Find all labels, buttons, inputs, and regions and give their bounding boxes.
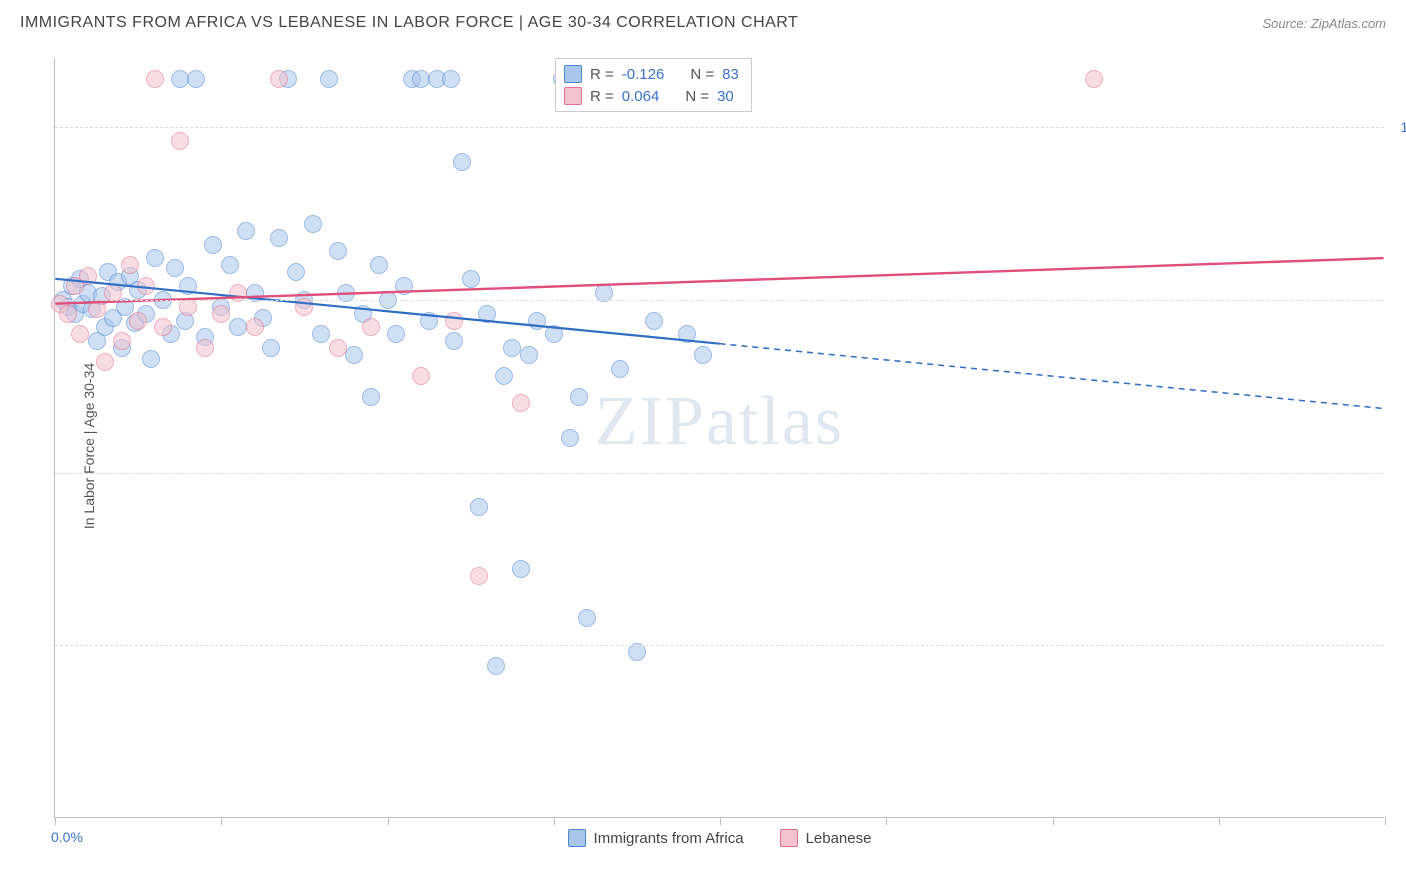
gridline — [55, 645, 1384, 646]
x-tick — [1219, 817, 1220, 825]
legend-row: R = 0.064 N = 30 — [564, 85, 739, 107]
chart-area: ZIPatlas R =-0.126N =83R =0.064N =30 0.0… — [54, 58, 1384, 818]
legend-swatch — [780, 829, 798, 847]
r-value: 0.064 — [622, 88, 660, 105]
x-tick — [221, 817, 222, 825]
legend-swatch — [568, 829, 586, 847]
n-label: N = — [685, 88, 709, 105]
legend-label: Immigrants from Africa — [594, 830, 744, 847]
r-label: R = — [590, 88, 614, 105]
x-tick — [1385, 817, 1386, 825]
gridline — [55, 473, 1384, 474]
x-tick — [886, 817, 887, 825]
n-value: 83 — [722, 66, 739, 83]
source-attribution: Source: ZipAtlas.com — [1262, 16, 1386, 31]
x-tick — [554, 817, 555, 825]
trend-lines — [55, 58, 1384, 817]
trend-line — [55, 279, 719, 344]
x-tick — [55, 817, 56, 825]
gridline — [55, 300, 1384, 301]
legend-swatch — [564, 65, 582, 83]
series-legend: Immigrants from Africa Lebanese — [568, 829, 872, 847]
x-tick — [720, 817, 721, 825]
gridline — [55, 127, 1384, 128]
trend-line-extrapolated — [720, 344, 1384, 409]
n-label: N = — [690, 66, 714, 83]
y-tick-label: 100.0% — [1401, 119, 1406, 135]
n-value: 30 — [717, 88, 734, 105]
legend-label: Lebanese — [806, 830, 872, 847]
legend-item: Lebanese — [780, 829, 872, 847]
trend-line — [55, 258, 1383, 304]
x-tick — [1053, 817, 1054, 825]
chart-title: IMMIGRANTS FROM AFRICA VS LEBANESE IN LA… — [20, 14, 798, 32]
legend-row: R = -0.126 N = 83 — [564, 63, 739, 85]
legend-item: Immigrants from Africa — [568, 829, 744, 847]
legend-swatch — [564, 87, 582, 105]
correlation-legend: R =-0.126N =83R =0.064N =30 — [555, 58, 752, 112]
x-tick — [388, 817, 389, 825]
chart-header: IMMIGRANTS FROM AFRICA VS LEBANESE IN LA… — [0, 0, 1406, 40]
r-label: R = — [590, 66, 614, 83]
x-axis-min-label: 0.0% — [51, 829, 83, 845]
r-value: -0.126 — [622, 66, 665, 83]
